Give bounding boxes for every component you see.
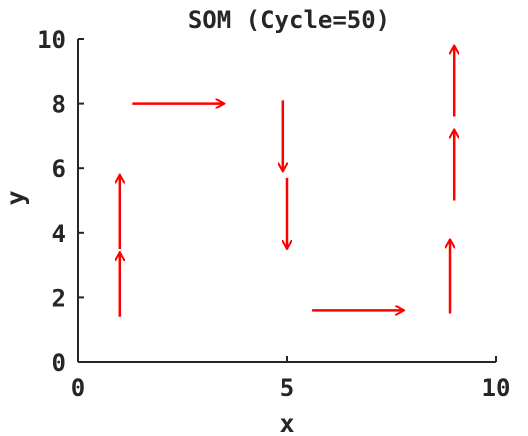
- y-tick-label: 4: [52, 220, 66, 248]
- axes: 0 5 10 0 2 4 6 8 10: [37, 26, 510, 402]
- y-axis-label: y: [1, 190, 30, 205]
- y-tick-label: 0: [52, 349, 66, 377]
- y-tick-label: 2: [52, 284, 66, 312]
- y-tick-label: 8: [52, 91, 66, 119]
- y-tick-label: 6: [52, 155, 66, 183]
- x-tick-label: 10: [482, 374, 511, 402]
- arrow-series: [120, 45, 454, 317]
- x-axis-label: x: [279, 409, 294, 436]
- x-tick-label: 5: [280, 374, 294, 402]
- chart-title: SOM (Cycle=50): [188, 6, 390, 34]
- x-tick-label: 0: [71, 374, 85, 402]
- y-tick-label: 10: [37, 26, 66, 54]
